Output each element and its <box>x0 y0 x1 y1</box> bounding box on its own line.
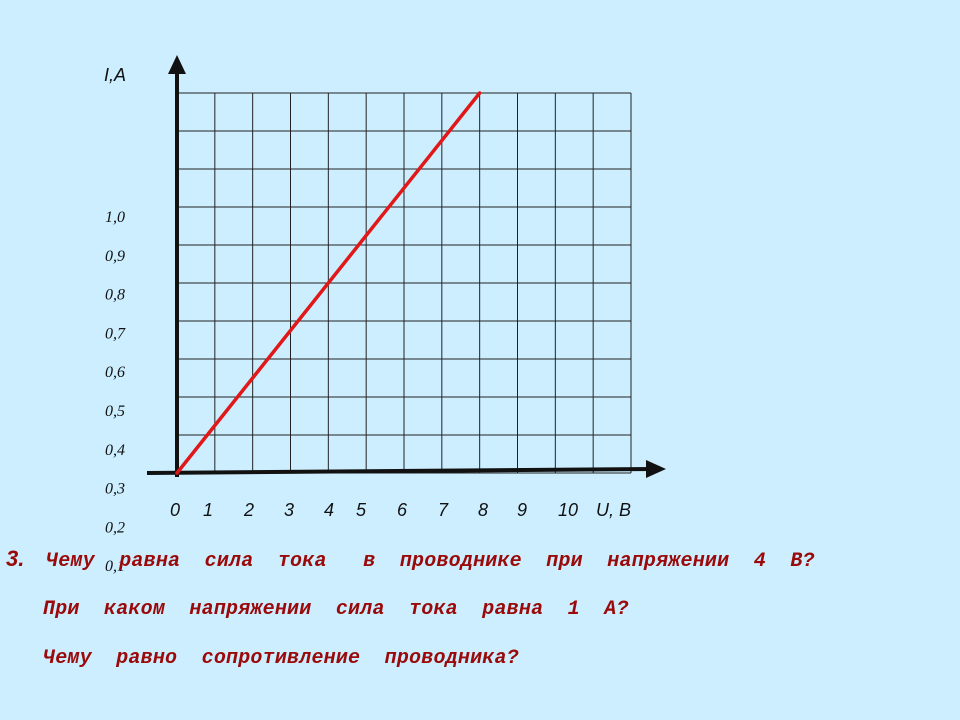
y-axis-arrow-icon <box>168 55 186 74</box>
x-tick-label: 6 <box>397 500 408 520</box>
question-line-1: Чему равна сила тока в проводнике при на… <box>46 550 815 573</box>
y-axis-label: I,A <box>104 65 126 85</box>
x-axis <box>146 467 655 475</box>
y-tick-label: 0,8 <box>105 287 125 304</box>
y-tick-label: 0,5 <box>105 403 125 420</box>
x-tick-label: 8 <box>478 500 488 520</box>
series-line <box>175 91 482 475</box>
x-tick-label: 2 <box>243 500 254 520</box>
x-tick-label: 0 <box>170 500 180 520</box>
y-tick-label: 0,2 <box>105 519 125 536</box>
x-tick-label: 5 <box>356 500 367 520</box>
chart-grid <box>176 92 632 474</box>
y-tick-label: 1,0 <box>105 209 125 226</box>
x-tick-label: 10 <box>558 500 578 520</box>
x-tick-label: 3 <box>284 500 294 520</box>
y-tick-label: 0,6 <box>105 364 125 381</box>
y-tick-label: 0,7 <box>105 325 126 342</box>
question-number: 3. <box>6 546 25 571</box>
x-axis-arrow-icon <box>646 460 666 478</box>
chart-axes <box>146 55 666 478</box>
question-line-2: При каком напряжении сила тока равна 1 А… <box>43 598 629 621</box>
question-line-3: Чему равно сопротивление проводника? <box>43 647 519 670</box>
x-tick-label: 9 <box>517 500 527 520</box>
chart-series <box>175 91 482 475</box>
y-tick-label: 0,4 <box>105 442 125 459</box>
x-tick-label: 7 <box>438 500 449 520</box>
x-tick-labels: 0 1 2 3 4 5 6 7 8 9 10 <box>170 500 578 520</box>
x-tick-label: 4 <box>324 500 334 520</box>
y-tick-labels: 1,0 0,9 0,8 0,7 0,6 0,5 0,4 0,3 0,2 0,1 <box>105 209 126 575</box>
y-tick-label: 0,3 <box>105 481 125 498</box>
y-tick-label: 0,1 <box>105 558 125 575</box>
x-tick-label: 1 <box>203 500 213 520</box>
x-axis-label: U, В <box>596 500 631 520</box>
y-tick-label: 0,9 <box>105 248 125 265</box>
